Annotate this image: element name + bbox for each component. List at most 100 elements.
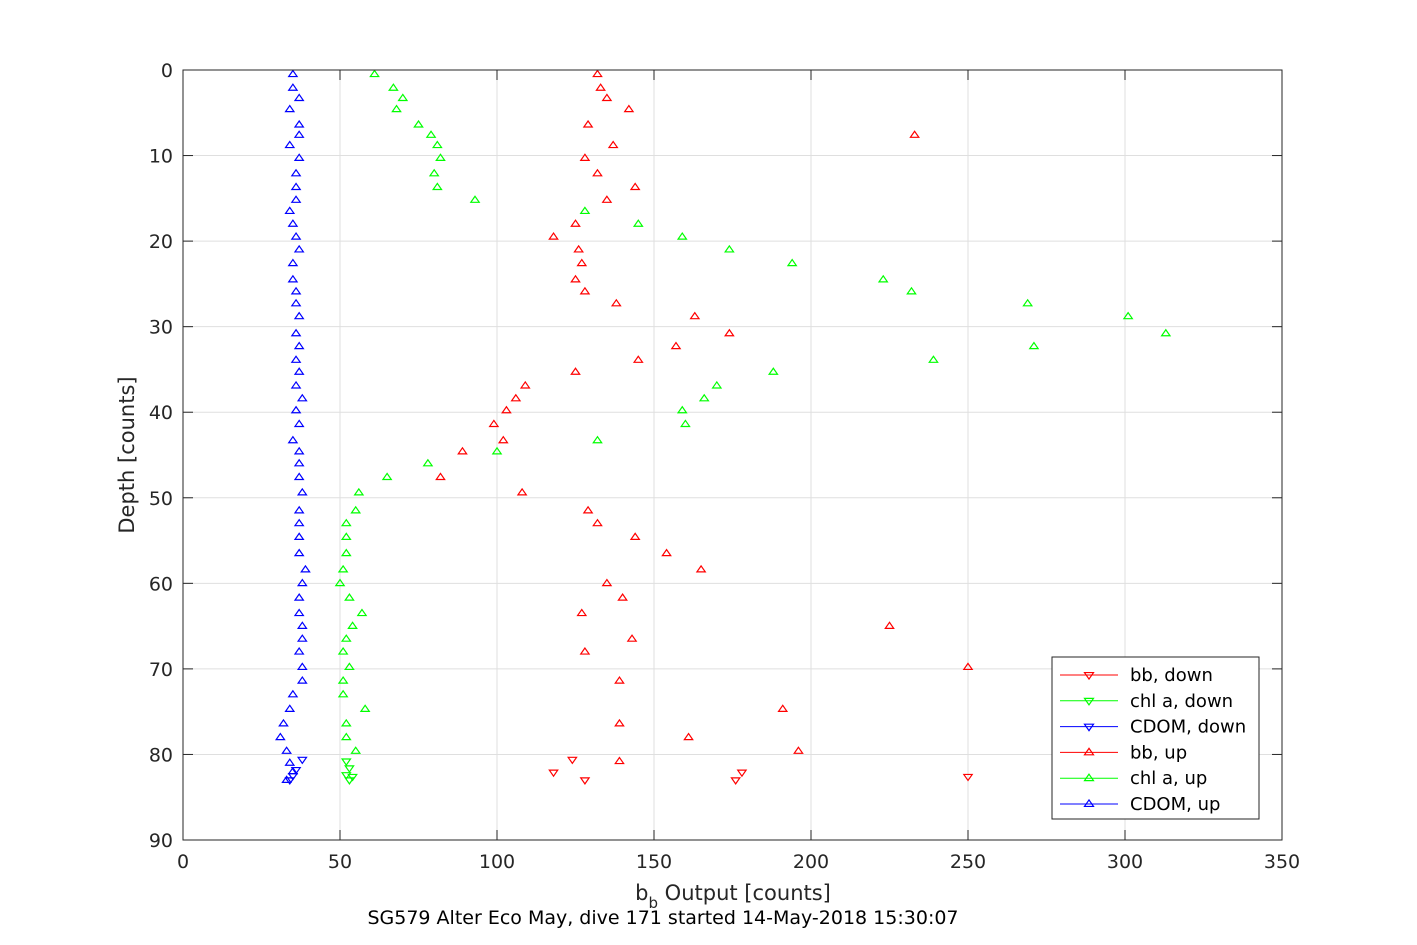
data-point: [293, 548, 305, 557]
data-point: [425, 130, 437, 138]
data-point: [340, 718, 352, 727]
data-point: [293, 130, 305, 138]
data-point: [274, 732, 286, 741]
data-point: [736, 769, 748, 778]
data-point: [344, 777, 355, 785]
data-point: [397, 93, 409, 102]
data-point: [786, 258, 798, 267]
data-point: [359, 704, 371, 712]
data-point: [614, 718, 625, 727]
data-point: [629, 532, 641, 541]
data-point: [592, 435, 603, 444]
data-point: [767, 367, 779, 375]
legend-label: bb, up: [1130, 742, 1187, 763]
data-point: [601, 93, 613, 102]
data-point: [877, 274, 889, 283]
data-point: [730, 777, 741, 785]
x-tick-label: 100: [479, 851, 515, 873]
data-point: [296, 756, 308, 765]
data-point: [296, 393, 308, 402]
data-point: [632, 355, 644, 363]
y-tick-label: 70: [149, 659, 173, 681]
data-point: [293, 505, 305, 514]
series-bb-down: [548, 756, 974, 785]
data-point: [519, 380, 531, 389]
data-point: [601, 195, 613, 203]
y-tick-label: 50: [149, 488, 173, 510]
data-point: [293, 593, 305, 601]
data-point: [431, 140, 443, 149]
data-point: [290, 182, 302, 191]
data-point: [909, 130, 920, 138]
data-point: [344, 662, 355, 671]
y-tick-label: 60: [149, 573, 173, 595]
data-point: [617, 593, 628, 601]
data-point: [296, 621, 308, 629]
data-point: [469, 195, 481, 203]
data-point: [579, 777, 591, 785]
data-point: [293, 93, 305, 102]
data-point: [278, 718, 289, 727]
legend-marker: [1083, 798, 1095, 808]
data-point: [510, 393, 522, 402]
legend-item: chl a, up: [1060, 768, 1207, 789]
data-point: [350, 746, 362, 754]
data-point: [353, 487, 365, 496]
x-axis-label-subscript: b: [648, 894, 658, 912]
axes-box: [182, 69, 1283, 841]
legend-marker: [1083, 697, 1095, 706]
data-point: [582, 119, 594, 128]
data-point: [680, 419, 691, 428]
x-axis-label-main: b: [635, 881, 648, 905]
data-point: [623, 104, 635, 113]
legend-marker: [1083, 723, 1095, 732]
data-point: [1122, 311, 1134, 320]
x-tick-label: 200: [793, 851, 829, 873]
data-point: [281, 775, 292, 783]
data-point: [928, 355, 939, 363]
data-point: [388, 83, 399, 91]
data-point: [347, 621, 358, 629]
data-point: [344, 765, 355, 773]
legend-item: CDOM, up: [1060, 794, 1220, 815]
data-point: [884, 621, 895, 629]
data-point: [614, 756, 625, 765]
legend-box: [1051, 656, 1260, 820]
series-chl-a-down: [340, 758, 358, 785]
data-point: [626, 634, 638, 642]
data-point: [369, 69, 380, 78]
y-tick-label: 10: [149, 146, 173, 168]
y-axis-label: Depth [counts]: [115, 376, 139, 533]
series-bb-up: [435, 69, 974, 765]
data-point: [607, 140, 619, 149]
data-point: [287, 435, 299, 444]
data-point: [290, 168, 302, 177]
data-point: [296, 676, 308, 684]
series-cdom-up: [274, 69, 311, 783]
data-point: [676, 232, 688, 240]
data-point: [582, 505, 594, 514]
legend-item: bb, down: [1060, 665, 1213, 686]
data-point: [422, 458, 434, 467]
data-point: [428, 168, 440, 177]
data-point: [287, 689, 299, 698]
data-point: [356, 608, 368, 617]
data-point: [579, 286, 591, 295]
data-point: [435, 472, 446, 481]
data-point: [296, 662, 308, 671]
data-series: [274, 69, 1172, 785]
data-point: [293, 341, 305, 350]
legend-label: CDOM, up: [1130, 794, 1220, 815]
data-point: [592, 518, 603, 527]
legend-label: bb, down: [1130, 665, 1213, 686]
legend: bb, down chl a, down CDOM, down bb, up chl a…: [1051, 656, 1260, 820]
data-point: [431, 182, 443, 191]
y-tick-labels: 0 10 20 30 40 50 60 70 80 90: [149, 60, 173, 852]
data-point: [1028, 341, 1040, 350]
x-axis-label: bb Output [counts]: [635, 881, 831, 912]
data-point: [661, 548, 672, 557]
data-point: [293, 518, 305, 527]
data-point: [296, 578, 308, 587]
data-point: [391, 104, 402, 113]
